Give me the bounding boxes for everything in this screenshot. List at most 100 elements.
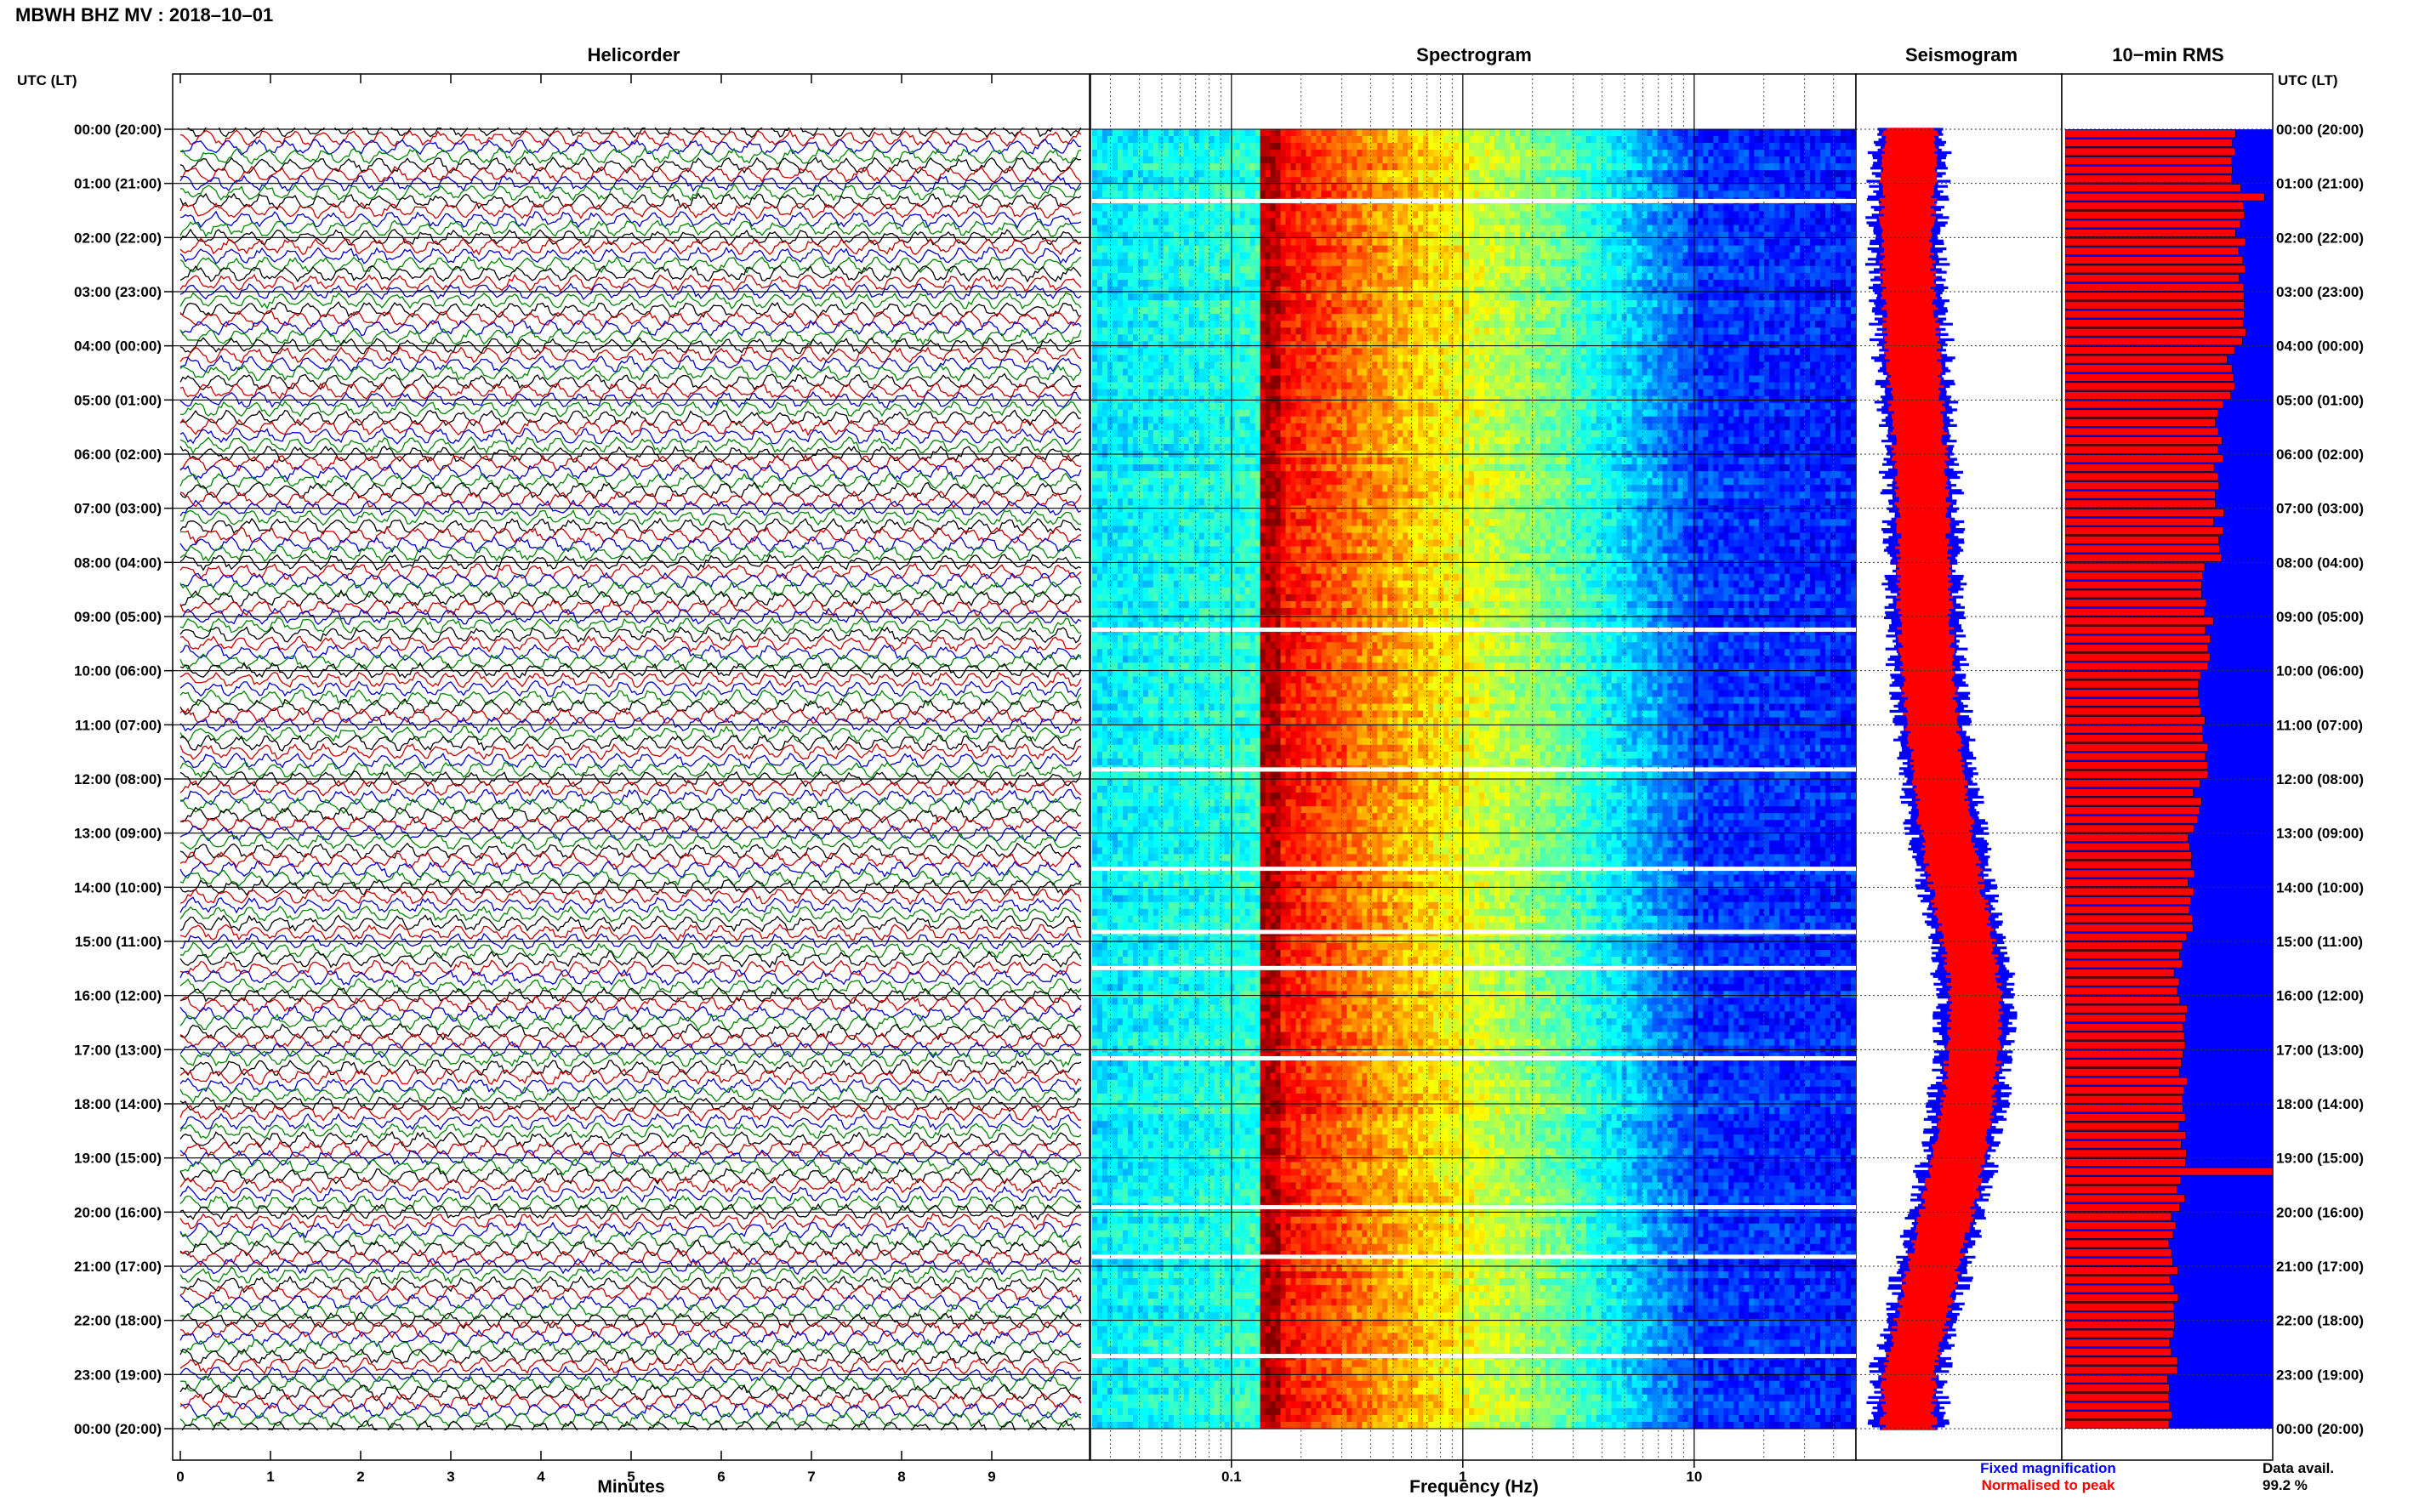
spectrogram-cell [1597, 163, 1602, 171]
spectrogram-cell [1744, 239, 1750, 247]
spectrogram-cell [1382, 190, 1388, 198]
spectrogram-cell [1377, 143, 1383, 151]
spectrogram-cell [1158, 212, 1164, 219]
spectrogram-cell [1733, 287, 1739, 294]
spectrogram-cell [1215, 300, 1221, 308]
spectrogram-cell [1433, 143, 1439, 151]
spectrogram-cell [1535, 307, 1541, 315]
spectrogram-cell [1790, 225, 1796, 233]
spectrogram-cell [1617, 150, 1623, 157]
spectrogram-cell [1653, 150, 1659, 157]
spectrogram-cell [1128, 204, 1134, 212]
spectrogram-cell [1123, 163, 1129, 171]
spectrogram-cell [1271, 150, 1277, 157]
spectrogram-cell [1723, 300, 1729, 308]
spectrogram-cell [1520, 184, 1526, 191]
spectrogram-cell [1336, 232, 1342, 240]
spectrogram-cell [1723, 334, 1729, 342]
spectrogram-cell [1739, 314, 1745, 321]
spectrogram-cell [1454, 259, 1460, 267]
spectrogram-cell [1581, 341, 1587, 349]
spectrogram-cell [1688, 239, 1693, 247]
spectrogram-cell [1805, 225, 1811, 233]
spectrogram-cell [1128, 321, 1134, 328]
spectrogram-cell [1118, 204, 1124, 212]
spectrogram-cell [1764, 150, 1770, 157]
spectrogram-cell [1184, 280, 1190, 287]
spectrogram-cell [1698, 293, 1704, 301]
spectrogram-cell [1749, 259, 1755, 267]
spectrogram-cell [1551, 143, 1557, 151]
spectrogram-cell [1158, 327, 1164, 335]
spectrogram-cell [1321, 136, 1327, 144]
spectrogram-cell [1169, 334, 1175, 342]
spectrogram-cell [1153, 273, 1159, 281]
spectrogram-cell [1301, 266, 1306, 274]
spectrogram-cell [1372, 307, 1378, 315]
spectrogram-cell [1220, 143, 1226, 151]
spectrogram-cell [1306, 129, 1312, 137]
spectrogram-cell [1825, 184, 1831, 191]
spectrogram-cell [1597, 204, 1602, 212]
spectrogram-cell [1377, 170, 1383, 178]
spectrogram-cell [1301, 190, 1306, 198]
spectrogram-cell [1515, 212, 1521, 219]
spectrogram-cell [1469, 170, 1475, 178]
spectrogram-cell [1336, 129, 1342, 137]
spectrogram-cell [1708, 156, 1714, 164]
spectrogram-cell [1184, 293, 1190, 301]
spectrogram-cell [1703, 212, 1709, 219]
spectrogram-cell [1266, 307, 1272, 315]
spectrogram-cell [1271, 129, 1277, 137]
spectrogram-cell [1164, 307, 1170, 315]
spectrogram-cell [1805, 190, 1811, 198]
spectrogram-cell [1184, 253, 1190, 260]
spectrogram-cell [1174, 348, 1180, 355]
spectrogram-cell [1418, 314, 1424, 321]
spectrogram-cell [1158, 307, 1164, 315]
spectrogram-cell [1576, 163, 1582, 171]
spectrogram-cell [1133, 184, 1139, 191]
spectrogram-cell [1540, 253, 1546, 260]
spectrogram-cell [1764, 190, 1770, 198]
spectrogram-cell [1653, 327, 1659, 335]
spectrogram-cell [1387, 266, 1393, 274]
spectrogram-cell [1469, 136, 1475, 144]
spectrogram-cell [1290, 143, 1296, 151]
spectrogram-cell [1769, 273, 1775, 281]
spectrogram-cell [1123, 287, 1129, 294]
spectrogram-cell [1648, 136, 1653, 144]
spectrogram-cell [1728, 204, 1734, 212]
spectrogram-cell [1805, 314, 1811, 321]
spectrogram-cell [1841, 212, 1847, 219]
spectrogram-cell [1612, 293, 1618, 301]
spectrogram-cell [1092, 293, 1098, 301]
spectrogram-cell [1382, 321, 1388, 328]
spectrogram-cell [1285, 341, 1291, 349]
spectrogram-cell [1336, 321, 1342, 328]
spectrogram-cell [1637, 136, 1643, 144]
spectrogram-cell [1698, 307, 1704, 315]
spectrogram-cell [1138, 136, 1144, 144]
spectrogram-cell [1515, 232, 1521, 240]
spectrogram-cell [1733, 341, 1739, 349]
spectrogram-cell [1225, 334, 1231, 342]
spectrogram-cell [1764, 219, 1770, 226]
spectrogram-cell [1311, 129, 1317, 137]
spectrogram-cell [1653, 314, 1659, 321]
spectrogram-cell [1362, 259, 1368, 267]
spectrogram-cell [1449, 246, 1454, 253]
spectrogram-cell [1581, 225, 1587, 233]
spectrogram-cell [1779, 300, 1785, 308]
spectrogram-cell [1138, 348, 1144, 355]
spectrogram-cell [1382, 225, 1388, 233]
spectrogram-cell [1510, 293, 1516, 301]
spectrogram-cell [1097, 225, 1103, 233]
spectrogram-cell [1561, 266, 1567, 274]
spectrogram-cell [1346, 266, 1352, 274]
spectrogram-cell [1352, 334, 1357, 342]
spectrogram-cell [1443, 190, 1449, 198]
spectrogram-cell [1215, 163, 1221, 171]
spectrogram-cell [1423, 266, 1429, 274]
